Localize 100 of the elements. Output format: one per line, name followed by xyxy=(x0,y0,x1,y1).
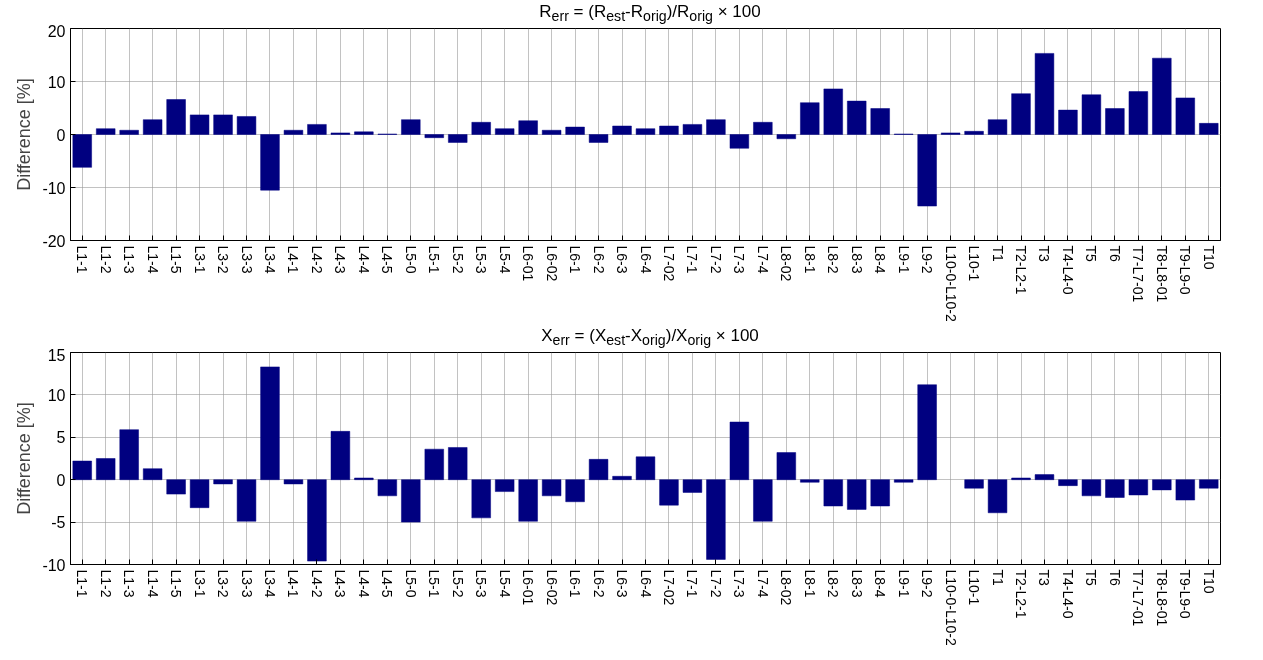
bar xyxy=(330,431,351,480)
bar xyxy=(800,479,820,483)
y-tick-label: 15 xyxy=(47,346,66,364)
x-tick-label: L1-1 xyxy=(74,245,91,274)
x-tick-label: T1 xyxy=(989,245,1006,263)
x-tick-label: L3-1 xyxy=(191,569,208,598)
bar xyxy=(495,479,515,492)
bar xyxy=(471,122,491,135)
x-tick-label: L5-1 xyxy=(426,569,443,598)
bar xyxy=(448,447,468,480)
x-tick-label: L10-1 xyxy=(966,569,983,606)
bar xyxy=(541,130,562,135)
bar xyxy=(588,134,609,143)
x-tick-label: L6-01 xyxy=(520,569,537,606)
bar xyxy=(424,134,444,138)
bar xyxy=(401,479,421,523)
x-tick-label: L10-0-L10-2 xyxy=(942,569,959,646)
x-tick-label: L7-3 xyxy=(731,569,748,598)
x-tick-label: L4-4 xyxy=(355,245,372,274)
bar xyxy=(541,479,562,497)
bar xyxy=(1128,91,1148,135)
x-tick-label: T4-L4-0 xyxy=(1059,569,1076,619)
bar xyxy=(1081,479,1102,497)
y-tick-label: 10 xyxy=(47,386,66,404)
x-tick-label: L5-3 xyxy=(473,245,490,274)
x-tick-label: T3 xyxy=(1036,245,1053,263)
chart-title: R$_{err}$ = (R$_{est}$-R$_{orig}$)/R$_{orig}$ × 100 xyxy=(539,2,761,25)
bar xyxy=(1175,97,1195,135)
x-tick-label: L7-2 xyxy=(707,569,724,598)
bar xyxy=(729,421,750,480)
bar xyxy=(518,479,538,522)
bar xyxy=(307,479,327,562)
bar xyxy=(518,120,538,135)
bar xyxy=(987,479,1008,514)
bar xyxy=(847,479,867,510)
bar xyxy=(729,134,750,149)
bar xyxy=(659,479,679,506)
x-tick-label: T9-L9-0 xyxy=(1177,569,1194,619)
x-tick-label: T4-L4-0 xyxy=(1059,245,1076,295)
bar xyxy=(377,479,397,497)
x-tick-label: L6-2 xyxy=(590,569,607,598)
bar xyxy=(800,102,820,135)
x-tick-label: L9-2 xyxy=(919,245,936,274)
x-tick-label: L6-2 xyxy=(590,245,607,274)
bar xyxy=(260,366,280,480)
bar xyxy=(1058,109,1078,135)
x-tick-label: L6-4 xyxy=(637,245,654,274)
x-tick-label: T2-L2-1 xyxy=(1013,569,1030,619)
x-tick-label: L5-3 xyxy=(473,569,490,598)
x-tick-label: L9-1 xyxy=(895,245,912,274)
x-tick-label: T10 xyxy=(1200,569,1217,594)
bar xyxy=(1011,93,1031,135)
bar xyxy=(72,460,92,480)
bar xyxy=(96,128,116,135)
x-tick-label: L4-3 xyxy=(332,245,349,274)
bar xyxy=(307,124,327,135)
x-tick-label: T6 xyxy=(1106,569,1123,587)
bar xyxy=(119,130,139,135)
x-tick-label: T7-L7-01 xyxy=(1130,569,1147,627)
bar xyxy=(189,479,210,508)
bar xyxy=(495,128,515,135)
x-tick-label: L10-1 xyxy=(966,245,983,282)
bar xyxy=(1152,479,1172,491)
x-tick-label: L1-3 xyxy=(121,569,138,598)
y-axis-title: Difference [%] xyxy=(14,402,35,515)
x-tick-label: T9-L9-0 xyxy=(1177,245,1194,295)
bar xyxy=(1199,479,1219,489)
bar xyxy=(565,126,585,135)
y-tick-label: 20 xyxy=(47,22,66,40)
bar xyxy=(1105,479,1125,498)
x-tick-label: T8-L8-01 xyxy=(1153,569,1170,627)
bar xyxy=(283,130,304,135)
x-tick-label: T6 xyxy=(1106,245,1123,263)
bar xyxy=(283,479,304,485)
x-tick-label: L8-1 xyxy=(801,569,818,598)
bar xyxy=(588,459,609,480)
bar xyxy=(260,134,280,191)
x-tick-label: L3-4 xyxy=(261,245,278,274)
x-tick-label: L8-4 xyxy=(872,569,889,598)
x-tick-label: L8-2 xyxy=(825,569,842,598)
bar xyxy=(870,479,890,507)
x-tick-label: T10 xyxy=(1200,245,1217,270)
bar xyxy=(424,448,444,480)
bar xyxy=(143,468,163,480)
bar xyxy=(1058,479,1078,486)
bar xyxy=(565,479,585,502)
bar xyxy=(776,452,796,480)
y-tick-label: -10 xyxy=(42,556,66,574)
x-tick-label: L3-3 xyxy=(238,569,255,598)
bar xyxy=(1034,474,1055,480)
bar xyxy=(236,116,257,135)
bar xyxy=(189,114,210,135)
bar xyxy=(1152,57,1172,135)
bar xyxy=(612,476,632,480)
x-tick-label: L6-02 xyxy=(543,245,560,282)
x-tick-label: L4-2 xyxy=(308,569,325,598)
x-tick-label: L7-1 xyxy=(684,569,701,598)
x-tick-label: T3 xyxy=(1036,569,1053,587)
bar xyxy=(143,119,163,135)
bar xyxy=(612,125,632,135)
